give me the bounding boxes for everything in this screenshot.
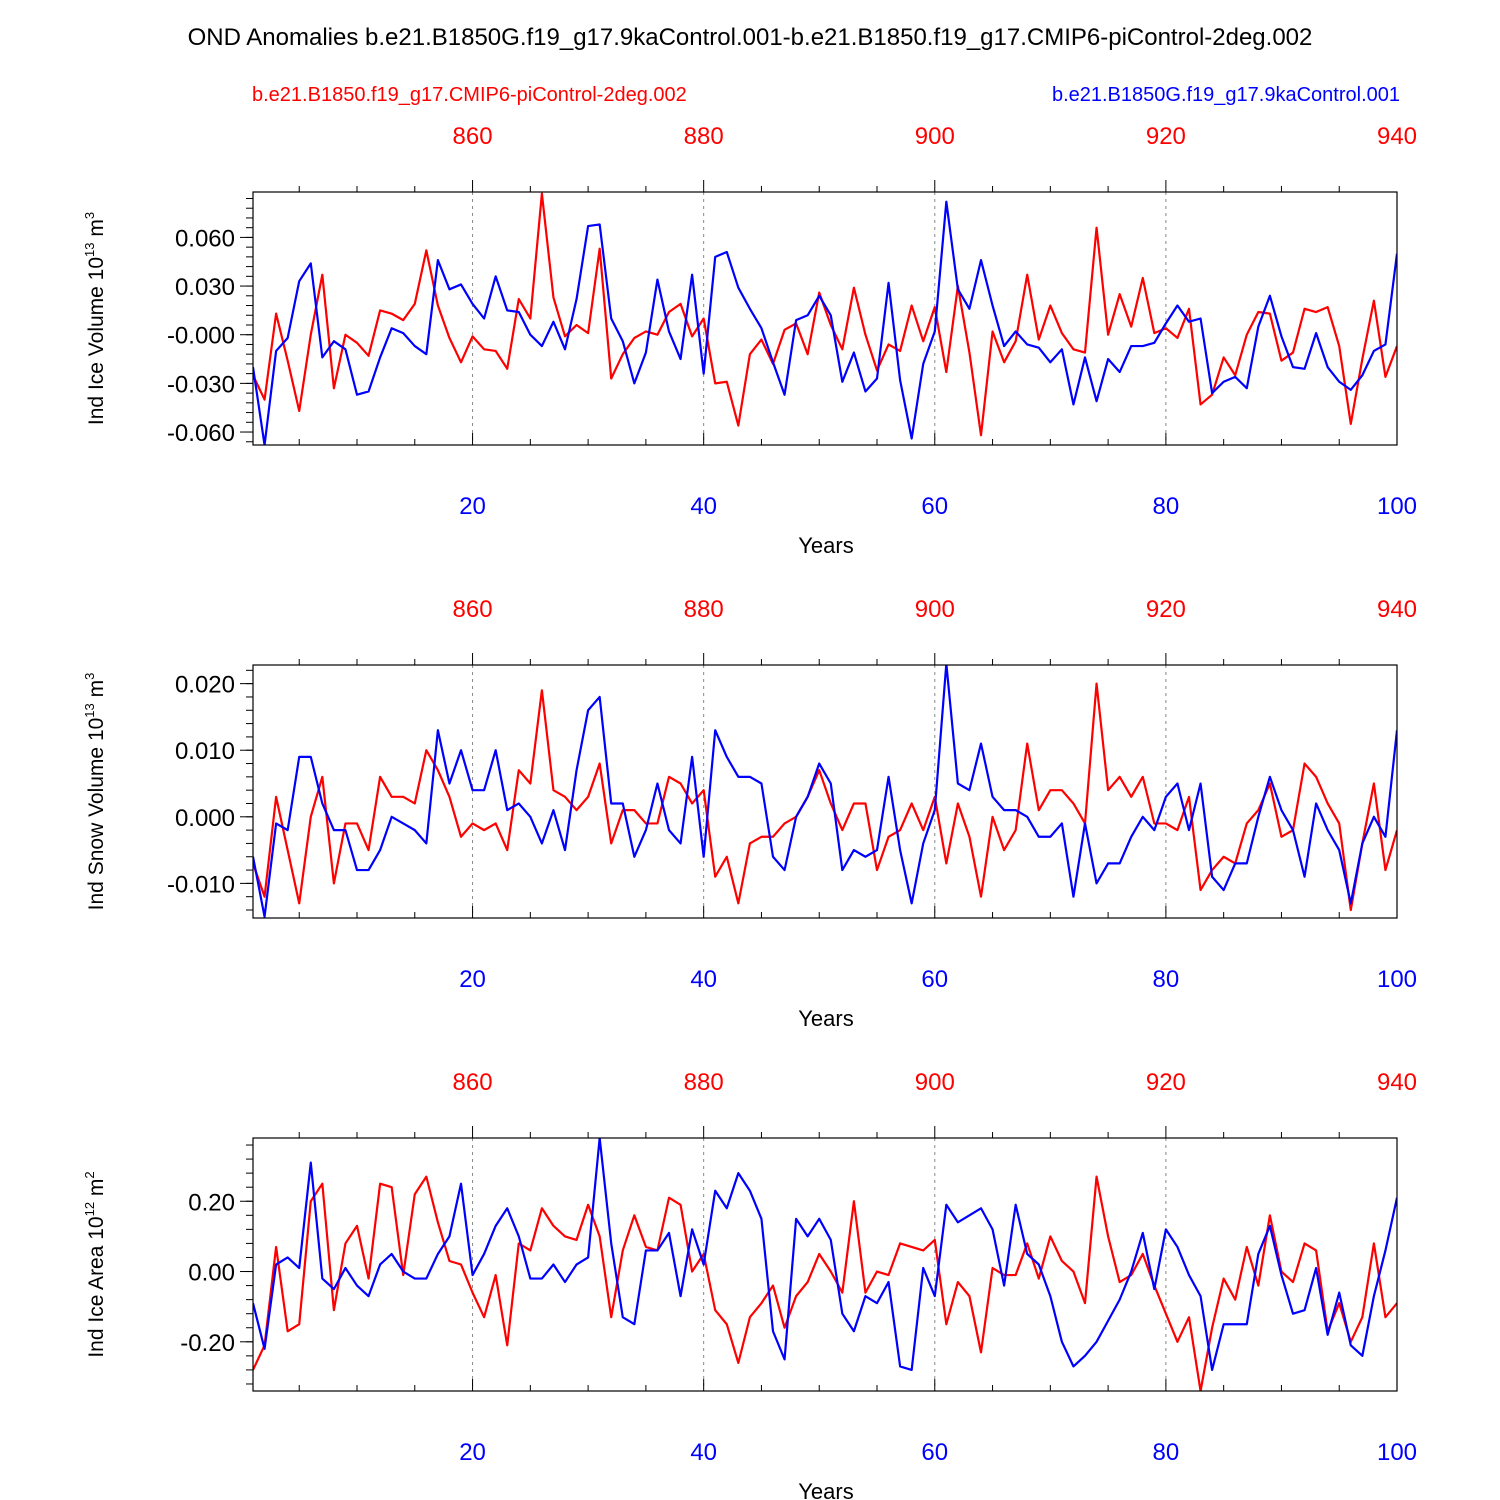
x-tick-label-top: 880 xyxy=(684,123,724,150)
x-tick-label-top: 880 xyxy=(684,596,724,623)
series-line-blue xyxy=(253,200,1397,445)
x-tick-label-top: 860 xyxy=(453,1069,493,1096)
x-tick-label-bottom: 100 xyxy=(1377,966,1417,993)
x-tick-label-bottom: 40 xyxy=(690,493,717,520)
y-axis-label-exponent: 13 xyxy=(82,242,97,256)
legend-red-label: b.e21.B1850.f19_g17.CMIP6-piControl-2deg… xyxy=(252,84,687,106)
y-tick-label: 0.000 xyxy=(175,805,235,832)
x-tick-label-bottom: 20 xyxy=(459,493,486,520)
plot-frame xyxy=(252,664,1398,919)
y-axis-label: Ind Ice Volume 1013 m3 xyxy=(82,212,108,425)
x-tick-label-top: 900 xyxy=(915,596,955,623)
y-axis-label-unit: m xyxy=(85,1179,108,1202)
y-tick-label: 0.030 xyxy=(175,274,235,301)
y-tick-label: 0.010 xyxy=(175,738,235,765)
x-tick-label-top: 940 xyxy=(1377,596,1417,623)
y-axis-label-exponent: 12 xyxy=(82,1202,97,1216)
x-axis-label: Years xyxy=(798,533,853,558)
y-axis-label: Ind Snow Volume 1013 m3 xyxy=(82,673,108,911)
x-tick-label-top: 880 xyxy=(684,1069,724,1096)
x-tick-label-bottom: 60 xyxy=(921,1439,948,1466)
y-tick-label: -0.20 xyxy=(180,1330,235,1357)
x-tick-label-bottom: 80 xyxy=(1153,1439,1180,1466)
x-axis-label: Years xyxy=(798,1006,853,1031)
panel-1: 0.060 0.030 -0.000 -0.030 -0.060 20 40 60 80 100 8… xyxy=(82,123,1417,558)
x-tick-label-bottom: 100 xyxy=(1377,1439,1417,1466)
x-tick-label-top: 920 xyxy=(1146,1069,1186,1096)
x-tick-label-bottom: 40 xyxy=(690,966,717,993)
y-axis-label-text: Ind Snow Volume 10 xyxy=(85,718,108,911)
y-axis-label-exponent: 13 xyxy=(82,703,97,717)
series-line-blue xyxy=(253,1138,1397,1372)
x-tick-label-top: 920 xyxy=(1146,123,1186,150)
x-tick-label-bottom: 80 xyxy=(1153,966,1180,993)
y-axis-label-unit: m xyxy=(85,219,108,242)
plot-frame xyxy=(252,191,1398,446)
x-tick-label-bottom: 20 xyxy=(459,966,486,993)
x-tick-label-bottom: 40 xyxy=(690,1439,717,1466)
figure-title: OND Anomalies b.e21.B1850G.f19_g17.9kaCo… xyxy=(188,24,1313,51)
y-axis-label-text: Ind Ice Volume 10 xyxy=(85,257,108,425)
y-tick-label: 0.20 xyxy=(188,1189,235,1216)
x-tick-label-top: 940 xyxy=(1377,123,1417,150)
series-line-blue xyxy=(253,665,1397,918)
x-tick-label-top: 900 xyxy=(915,123,955,150)
series-line-red xyxy=(253,1175,1397,1391)
panel-3: 0.20 0.00 -0.20 20 40 60 80 100 860 880 900 920 940 Y… xyxy=(82,1069,1417,1500)
legend-blue-label: b.e21.B1850G.f19_g17.9kaControl.001 xyxy=(1052,84,1400,106)
series-line-red xyxy=(253,682,1397,912)
x-tick-label-top: 940 xyxy=(1377,1069,1417,1096)
x-tick-label-bottom: 60 xyxy=(921,493,948,520)
y-tick-label: -0.010 xyxy=(167,871,235,898)
x-tick-label-bottom: 100 xyxy=(1377,493,1417,520)
y-tick-label: -0.000 xyxy=(167,323,235,350)
x-tick-label-bottom: 80 xyxy=(1153,493,1180,520)
panel-2: 0.020 0.010 0.000 -0.010 20 40 60 80 100 860 880 90… xyxy=(82,596,1417,1031)
x-tick-label-top: 920 xyxy=(1146,596,1186,623)
y-axis-label-unit-exponent: 3 xyxy=(82,212,97,219)
plot-frame xyxy=(252,1137,1398,1392)
y-tick-label: -0.030 xyxy=(167,371,235,398)
y-tick-label: -0.060 xyxy=(167,420,235,447)
series-line-red xyxy=(253,192,1397,437)
x-tick-label-top: 860 xyxy=(453,123,493,150)
y-tick-label: 0.020 xyxy=(175,672,235,699)
x-tick-label-bottom: 60 xyxy=(921,966,948,993)
x-tick-label-top: 860 xyxy=(453,596,493,623)
y-axis-label-unit-exponent: 3 xyxy=(82,673,97,680)
panels: 0.060 0.030 -0.000 -0.030 -0.060 20 40 60 80 100 8… xyxy=(82,123,1417,1500)
y-axis-label-unit: m xyxy=(85,680,108,703)
y-axis-label-text: Ind Ice Area 10 xyxy=(85,1216,108,1357)
y-axis-label: Ind Ice Area 1012 m2 xyxy=(82,1171,108,1357)
y-tick-label: 0.00 xyxy=(188,1260,235,1287)
y-axis-label-unit-exponent: 2 xyxy=(82,1171,97,1178)
x-axis-label: Years xyxy=(798,1479,853,1500)
x-tick-label-bottom: 20 xyxy=(459,1439,486,1466)
y-tick-label: 0.060 xyxy=(175,225,235,252)
x-tick-label-top: 900 xyxy=(915,1069,955,1096)
